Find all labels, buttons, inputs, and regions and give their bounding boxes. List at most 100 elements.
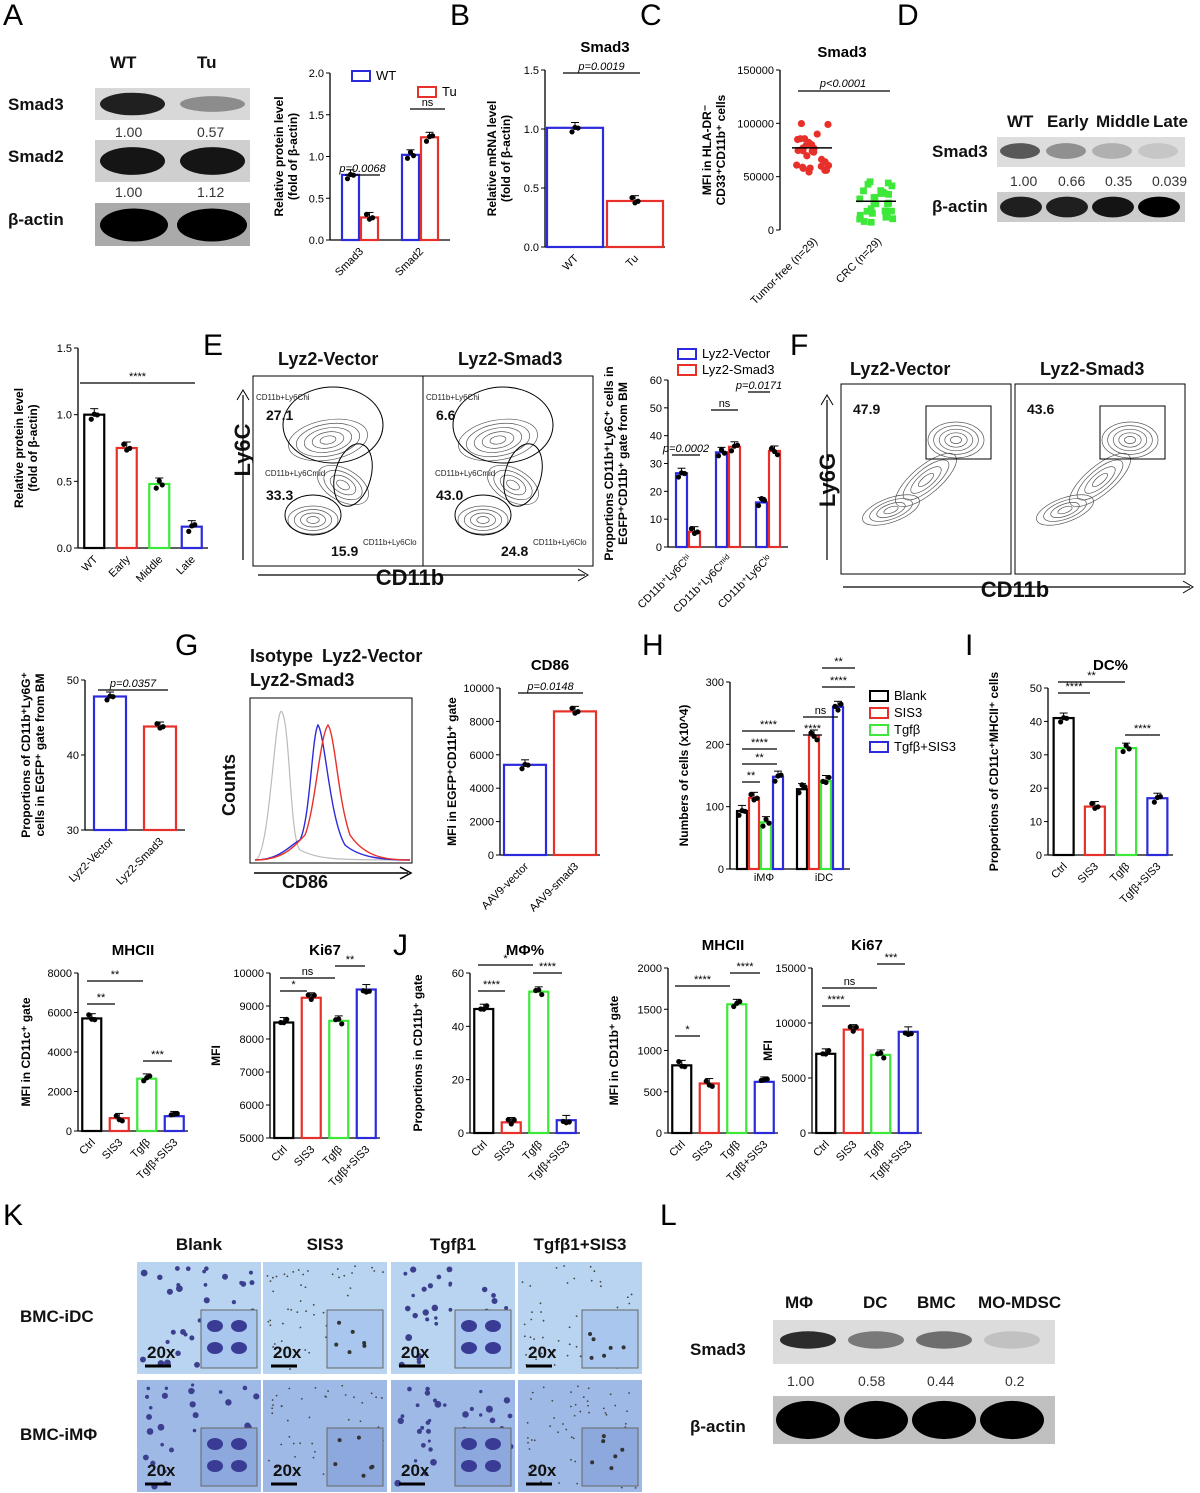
y-tick-label: 2000 [638, 963, 662, 975]
cell [269, 1324, 272, 1327]
quant-value: 0.44 [927, 1373, 954, 1389]
cell [430, 1458, 437, 1466]
bar [328, 1019, 350, 1140]
data-point [1058, 719, 1064, 725]
chart-H-bar: 0 100 200 300 Numbers of cells (x10^4) iMΦ iDC… [677, 656, 956, 884]
x-tick-label: SIS3 [292, 1144, 317, 1169]
cell [248, 1270, 253, 1275]
cell [539, 1302, 542, 1305]
bar [136, 1077, 158, 1133]
sig-label: **** [760, 719, 778, 731]
quant-value: 1.00 [115, 184, 142, 200]
y-axis-label-line: Proportions CD11b⁺Ly6C⁺ cells in [602, 366, 616, 560]
y-tick-label: 6000 [240, 1100, 264, 1112]
cell [582, 1396, 585, 1399]
cell [331, 1273, 334, 1276]
contour [306, 516, 320, 524]
micrographs: Blank SIS3 Tgfβ1 Tgfβ1+SIS3 BMC-iDC BMC-iMΦ 20… [20, 1235, 642, 1492]
cell [557, 1339, 560, 1342]
legend-label: Tgfβ [894, 722, 920, 737]
inset-cell [621, 1345, 626, 1350]
bar [163, 1115, 185, 1133]
band [984, 1331, 1040, 1349]
contour [1118, 432, 1142, 448]
band [177, 208, 247, 242]
cell [431, 1304, 439, 1312]
cell [150, 1460, 156, 1466]
legend-label: Tu [442, 84, 457, 99]
inset-cell [361, 1473, 366, 1478]
chart-D-bar: 0.0 0.5 1.0 1.5 Relative protein level(fold … [12, 343, 208, 585]
cell [574, 1403, 577, 1406]
y-axis-label-line: Numbers of cells (x10^4) [677, 705, 691, 847]
contour [493, 469, 533, 501]
cell [222, 1273, 228, 1280]
inset-cell [231, 1320, 247, 1332]
band [780, 1331, 836, 1349]
contour [458, 418, 538, 462]
bar [819, 780, 833, 871]
gate-value: 6.6 [436, 407, 456, 423]
bar [897, 1030, 919, 1135]
sig-label: **** [827, 994, 845, 1006]
data-point [870, 199, 878, 207]
legend-smad3: Lyz2-Smad3 [250, 670, 354, 690]
cell [542, 1336, 544, 1339]
cell [574, 1460, 577, 1463]
data-point [736, 812, 742, 818]
inset-cell [485, 1320, 501, 1332]
cell [530, 1318, 533, 1321]
cell [343, 1274, 346, 1277]
band [100, 92, 165, 116]
x-axis-label: CD11b [376, 565, 444, 590]
cell [553, 1349, 556, 1352]
data-point [153, 485, 159, 491]
y-tick-label: 1.0 [57, 410, 72, 422]
inset-cell [337, 1320, 342, 1325]
x-tick-label: Ctrl [1049, 861, 1070, 882]
cell [553, 1364, 556, 1366]
cell [381, 1397, 383, 1399]
cell [341, 1384, 344, 1387]
contour [1092, 472, 1108, 488]
lane-label: WT [1007, 112, 1034, 131]
data-point [186, 528, 192, 534]
arrowhead [820, 394, 834, 406]
cell [576, 1482, 579, 1485]
y-tick-label: 1.0 [524, 124, 539, 136]
cell [271, 1407, 274, 1410]
data-point [484, 1003, 490, 1009]
bar [1052, 716, 1075, 857]
data-point [174, 1111, 180, 1117]
band [916, 1331, 972, 1349]
cell [405, 1334, 413, 1341]
row-label: Smad3 [690, 1340, 746, 1359]
cell [434, 1316, 438, 1320]
cell [300, 1397, 303, 1400]
magnification-label: 20x [273, 1461, 302, 1480]
data-point [882, 213, 890, 221]
cell [300, 1284, 302, 1287]
data-point [755, 502, 762, 509]
gate-value: 43.0 [436, 487, 463, 503]
sig-label: * [685, 1024, 690, 1036]
inset-cell [620, 1447, 625, 1452]
sig-label: **** [751, 737, 769, 749]
cell [425, 1317, 430, 1322]
cell [164, 1386, 169, 1390]
plot-frame [422, 375, 594, 567]
gate-label: CD11b+Ly6Chi [426, 393, 480, 402]
inset-cell [370, 1464, 375, 1469]
cell [575, 1345, 578, 1348]
cell [563, 1265, 566, 1267]
gate-value: 43.6 [1027, 401, 1054, 417]
cell [336, 1268, 339, 1270]
cell [634, 1486, 637, 1489]
data-point [718, 447, 725, 453]
row-label: β-actin [8, 210, 64, 229]
cell [540, 1311, 542, 1313]
cell [423, 1471, 428, 1476]
cell [428, 1418, 432, 1423]
cell [628, 1392, 631, 1394]
gate-label: CD11b+Ly6Cmid [265, 469, 325, 478]
